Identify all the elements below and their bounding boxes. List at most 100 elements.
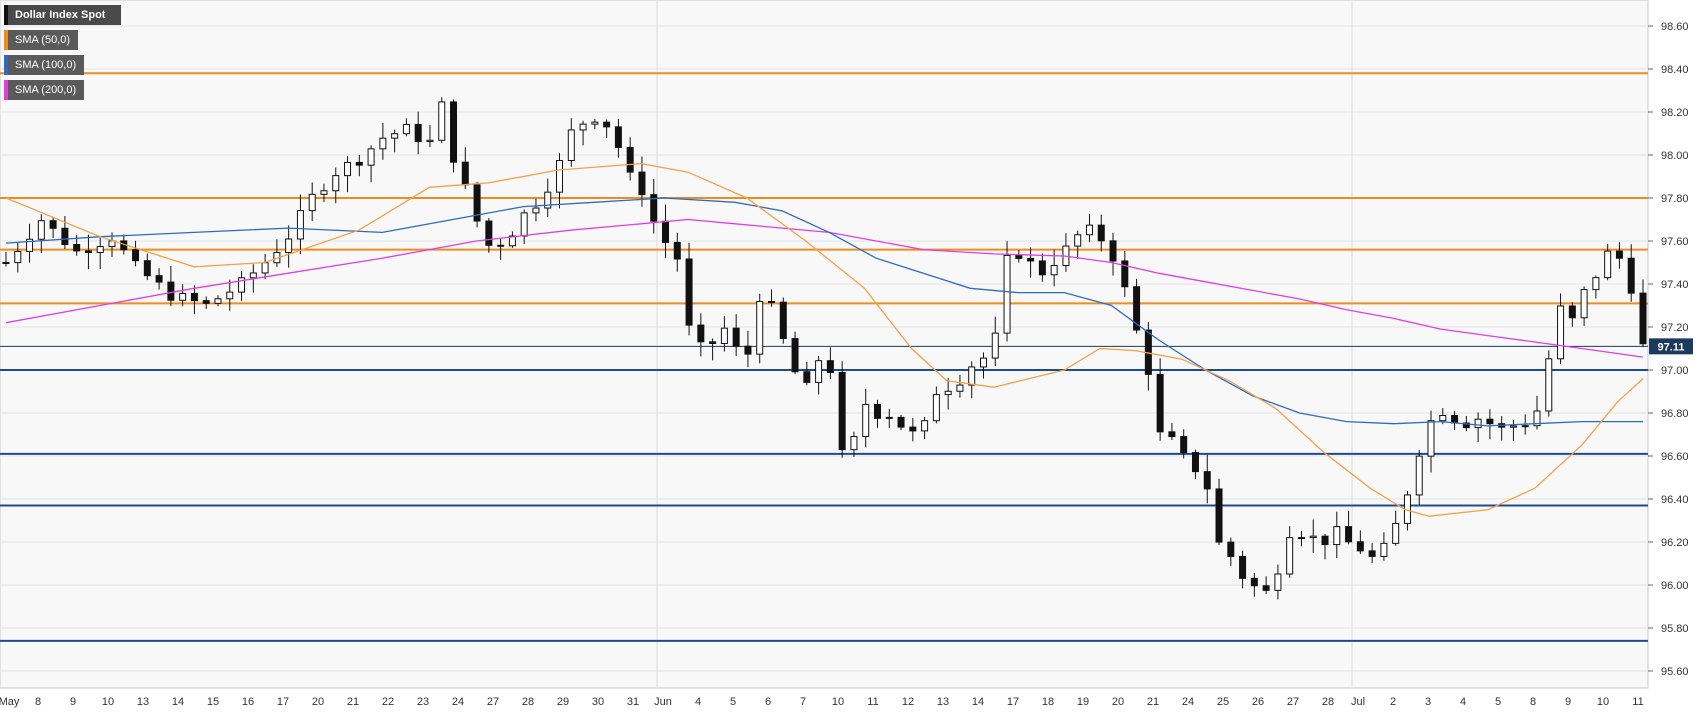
candle-up: [921, 420, 929, 432]
candle-up: [1392, 522, 1400, 544]
x-tick-label: 6: [765, 696, 771, 708]
candle-down: [143, 260, 151, 277]
x-tick-label: 11: [867, 696, 878, 708]
candle-up: [591, 121, 599, 125]
legend-label-dollar-index: Dollar Index Spot: [15, 9, 106, 21]
candle-down: [1121, 260, 1129, 288]
candle-up: [579, 123, 587, 131]
legend-item-sma200[interactable]: SMA (200,0): [4, 80, 85, 100]
candle-down: [1133, 286, 1141, 331]
candle-down: [744, 345, 752, 355]
x-tick-label: 30: [592, 696, 604, 708]
candle-up: [285, 238, 293, 254]
x-tick-label: 28: [522, 696, 534, 708]
candle-down: [626, 146, 634, 173]
candle-up: [332, 175, 340, 192]
candle-down: [190, 292, 198, 302]
candle-up: [850, 436, 858, 451]
candle-down: [167, 281, 175, 301]
candle-up: [261, 262, 269, 274]
candle-up: [756, 301, 764, 355]
candle-down: [1038, 260, 1046, 276]
legend-swatch-sma200: [4, 80, 8, 100]
x-tick-label: 8: [1530, 696, 1536, 708]
candle-down: [603, 121, 611, 128]
x-tick-label: 24: [1182, 696, 1194, 708]
x-tick-label: 18: [1042, 696, 1054, 708]
candle-down: [132, 249, 140, 262]
candle-up: [1380, 542, 1388, 557]
candle-up: [1592, 277, 1600, 291]
y-tick-label: 97.80: [1661, 193, 1689, 205]
candle-up: [1521, 425, 1529, 428]
candle-up: [249, 272, 257, 279]
x-tick-label: 15: [207, 696, 219, 708]
candle-up: [1333, 526, 1341, 546]
x-tick-label: 5: [1495, 696, 1501, 708]
legend-item-sma100[interactable]: SMA (100,0): [4, 55, 85, 75]
legend-item-dollar-index[interactable]: Dollar Index Spot: [4, 5, 122, 25]
candle-up: [367, 148, 375, 166]
legend-item-sma50[interactable]: SMA (50,0): [4, 30, 79, 50]
candle-down: [1345, 526, 1353, 543]
candle-down: [1639, 292, 1647, 345]
candle-up: [979, 357, 987, 368]
candle-up: [1427, 420, 1435, 457]
y-tick-label: 97.20: [1661, 322, 1689, 334]
candle-up: [944, 390, 952, 396]
candle-down: [1215, 488, 1223, 543]
candle-down: [49, 220, 57, 229]
x-tick-label: 4: [695, 696, 701, 708]
candle-down: [1462, 422, 1470, 429]
x-tick-label: 13: [937, 696, 949, 708]
x-tick-label: 23: [417, 696, 429, 708]
x-tick-label: 21: [1147, 696, 1159, 708]
candle-down: [1239, 555, 1247, 579]
x-tick-label: 22: [382, 696, 394, 708]
candle-down: [461, 161, 469, 186]
candle-up: [885, 416, 893, 419]
candle-down: [685, 258, 693, 326]
candle-up: [238, 277, 246, 293]
candle-up: [214, 298, 222, 304]
candle-up: [1286, 537, 1294, 575]
candle-down: [414, 123, 422, 143]
candle-down: [1356, 541, 1364, 552]
y-tick-label: 98.60: [1661, 21, 1689, 33]
x-tick-label: 3: [1425, 696, 1431, 708]
candle-up: [96, 246, 104, 253]
candle-down: [1262, 585, 1270, 591]
candle-up: [426, 139, 434, 143]
candle-down: [673, 241, 681, 260]
candle-down: [826, 360, 834, 373]
x-tick-label: 9: [70, 696, 76, 708]
candle-down: [1015, 254, 1023, 259]
candle-down: [909, 426, 917, 432]
x-tick-label: May: [0, 696, 20, 708]
current-price-tag: [1649, 338, 1693, 355]
candle-down: [779, 301, 787, 340]
x-tick-label: 8: [35, 696, 41, 708]
sma50-line: [5, 162, 1644, 517]
candle-up: [296, 210, 304, 240]
candle-down: [485, 220, 493, 246]
x-tick-label: 17: [1007, 696, 1019, 708]
candle-up: [320, 190, 328, 195]
candle-down: [1109, 240, 1117, 262]
candle-down: [732, 327, 740, 347]
candle-down: [1027, 257, 1035, 262]
x-tick-label: 20: [1112, 696, 1124, 708]
x-tick-label: 31: [627, 696, 639, 708]
candle-down: [638, 171, 646, 196]
y-tick-label: 95.80: [1661, 623, 1689, 635]
candle-down: [1203, 471, 1211, 490]
x-tick-label: 20: [312, 696, 324, 708]
candle-down: [1097, 224, 1105, 242]
x-tick-label: 27: [487, 696, 499, 708]
legend-swatch-dollar-index: [4, 5, 8, 25]
x-tick-label: Jul: [1351, 696, 1365, 708]
candle-up: [1309, 535, 1317, 539]
candle-down: [61, 227, 69, 245]
y-tick-label: 96.80: [1661, 408, 1689, 420]
